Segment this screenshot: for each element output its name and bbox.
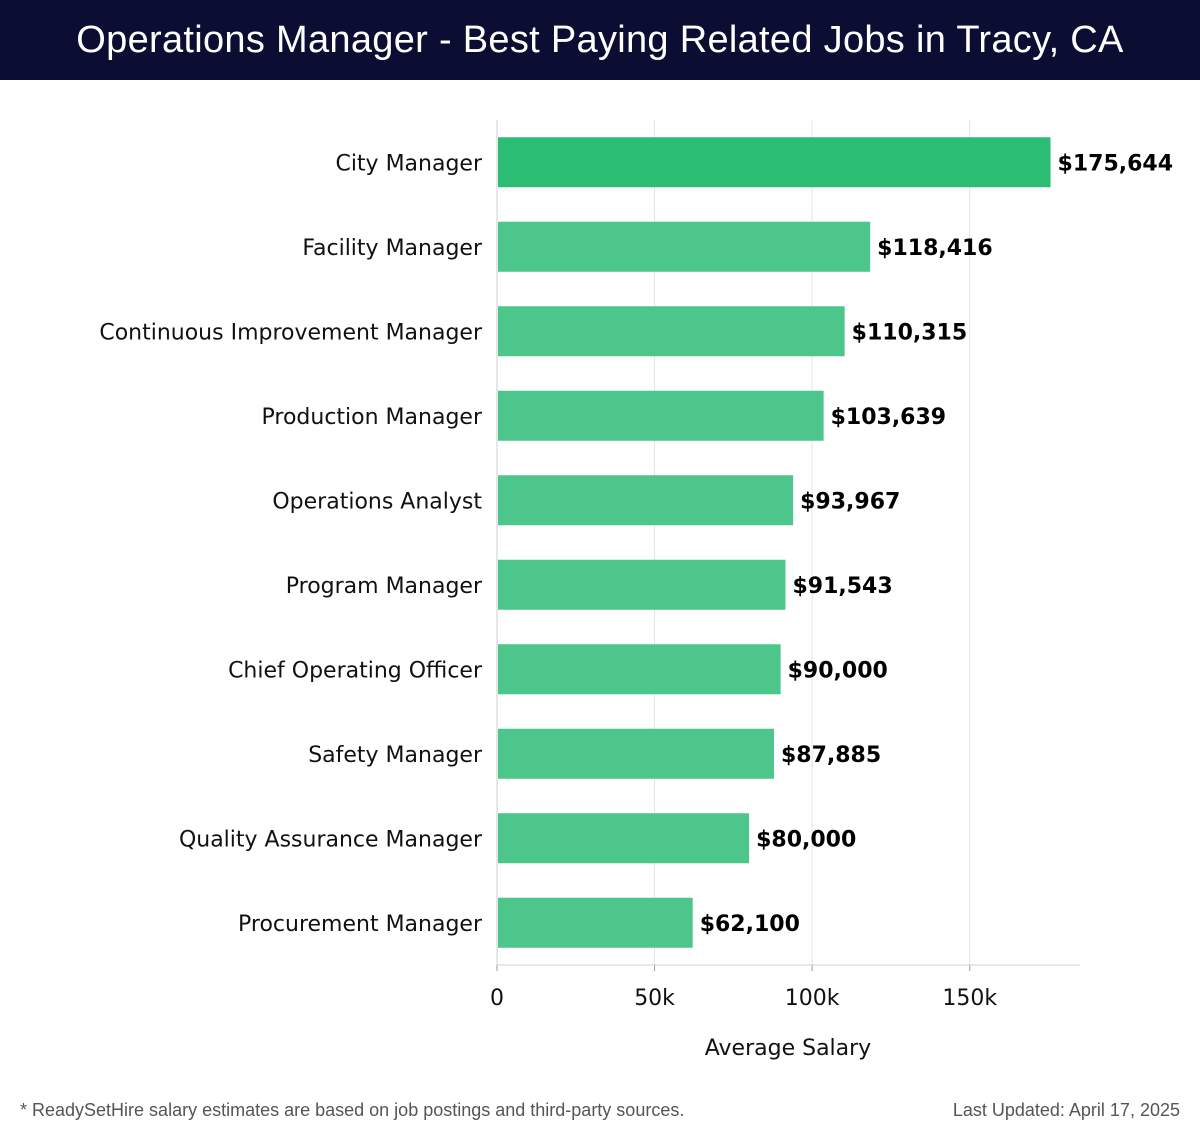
bar <box>498 306 845 357</box>
x-tick-label: 0 <box>490 986 504 1011</box>
x-tick-label: 150k <box>942 986 997 1011</box>
bar <box>498 221 871 272</box>
category-label: Chief Operating Officer <box>228 658 483 683</box>
category-label: Facility Manager <box>302 236 483 261</box>
value-label: $175,644 <box>1058 151 1174 176</box>
category-label: Production Manager <box>262 405 483 430</box>
category-label: Program Manager <box>286 574 483 599</box>
value-label: $87,885 <box>781 743 881 768</box>
bar <box>498 813 750 864</box>
category-label: Procurement Manager <box>238 912 483 937</box>
value-label: $103,639 <box>831 405 947 430</box>
chart-title: Operations Manager - Best Paying Related… <box>76 18 1124 61</box>
footer-note: * ReadySetHire salary estimates are base… <box>20 1100 685 1120</box>
category-label: Continuous Improvement Manager <box>99 320 483 345</box>
value-label: $110,315 <box>852 320 968 345</box>
bar <box>498 475 794 526</box>
x-axis-title: Average Salary <box>705 1036 871 1061</box>
chart-header: Operations Manager - Best Paying Related… <box>0 0 1200 80</box>
bar-chart: 0 50k 100k 150k City Manager $175,644 Facility… <box>99 120 1174 1061</box>
bar <box>498 559 786 610</box>
bar <box>498 390 824 441</box>
value-label: $93,967 <box>800 489 900 514</box>
value-label: $90,000 <box>788 658 888 683</box>
x-tick-label: 100k <box>785 986 840 1011</box>
bar <box>498 644 781 695</box>
bar <box>498 137 1051 188</box>
category-label: City Manager <box>335 151 483 176</box>
x-tick-label: 50k <box>634 986 675 1011</box>
value-label: $62,100 <box>700 912 800 937</box>
value-label: $80,000 <box>756 827 856 852</box>
category-label: Quality Assurance Manager <box>179 827 483 852</box>
value-label: $91,543 <box>792 574 892 599</box>
bar <box>498 897 693 948</box>
value-label: $118,416 <box>877 236 993 261</box>
category-label: Safety Manager <box>308 743 483 768</box>
category-label: Operations Analyst <box>272 489 482 514</box>
bar <box>498 728 774 779</box>
last-updated: Last Updated: April 17, 2025 <box>952 1100 1180 1120</box>
